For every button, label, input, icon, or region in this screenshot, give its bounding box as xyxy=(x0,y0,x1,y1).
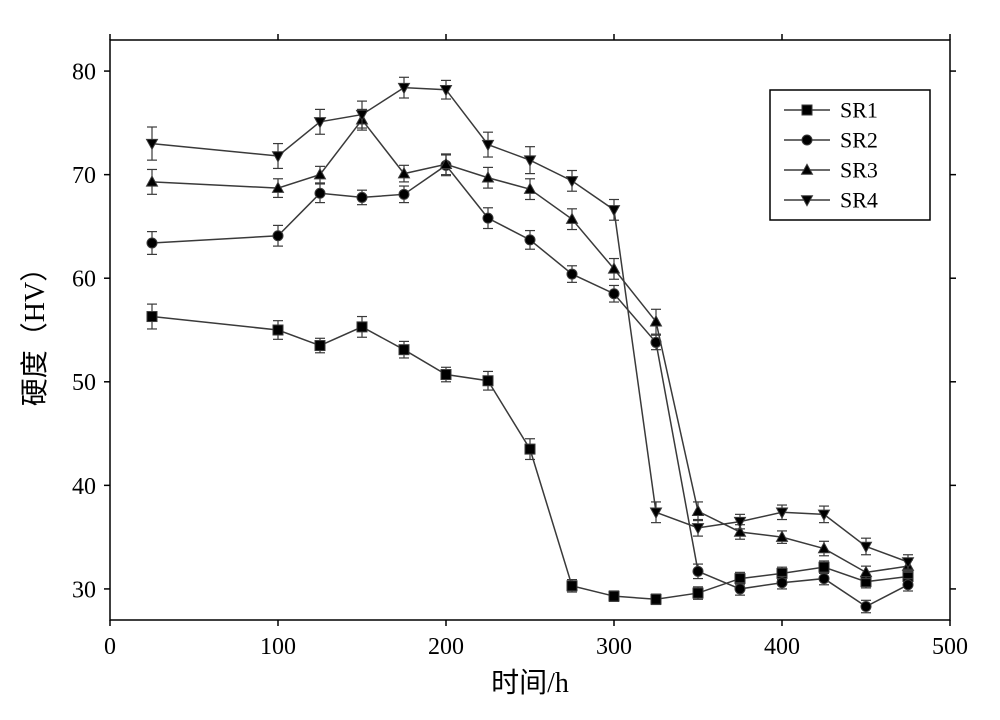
legend-label: SR2 xyxy=(840,128,878,153)
y-tick-label: 70 xyxy=(72,163,96,189)
y-axis-label: 硬度（HV） xyxy=(19,254,51,406)
x-tick-label: 400 xyxy=(764,634,800,660)
y-tick-label: 50 xyxy=(72,370,96,396)
x-tick-label: 0 xyxy=(104,634,116,660)
x-axis-label: 时间/h xyxy=(491,667,569,699)
x-tick-label: 500 xyxy=(932,634,968,660)
legend-label: SR1 xyxy=(840,98,878,123)
legend-label: SR3 xyxy=(840,158,878,183)
hardness-time-chart: 0 100 200 300 400 500 30 40 50 60 70 80 时间/h 硬度（HV） SR… xyxy=(0,0,1000,720)
x-tick-label: 100 xyxy=(260,634,296,660)
legend: SR1 SR2 SR3 SR4 xyxy=(770,90,930,220)
legend-label: SR4 xyxy=(840,188,878,213)
series-SR1 xyxy=(147,304,913,604)
y-tick-label: 60 xyxy=(72,267,96,293)
x-tick-label: 200 xyxy=(428,634,464,660)
y-tick-label: 40 xyxy=(72,474,96,500)
y-tick-label: 80 xyxy=(72,59,96,85)
x-tick-label: 300 xyxy=(596,634,632,660)
y-tick-label: 30 xyxy=(72,577,96,603)
series-SR2 xyxy=(147,155,913,613)
